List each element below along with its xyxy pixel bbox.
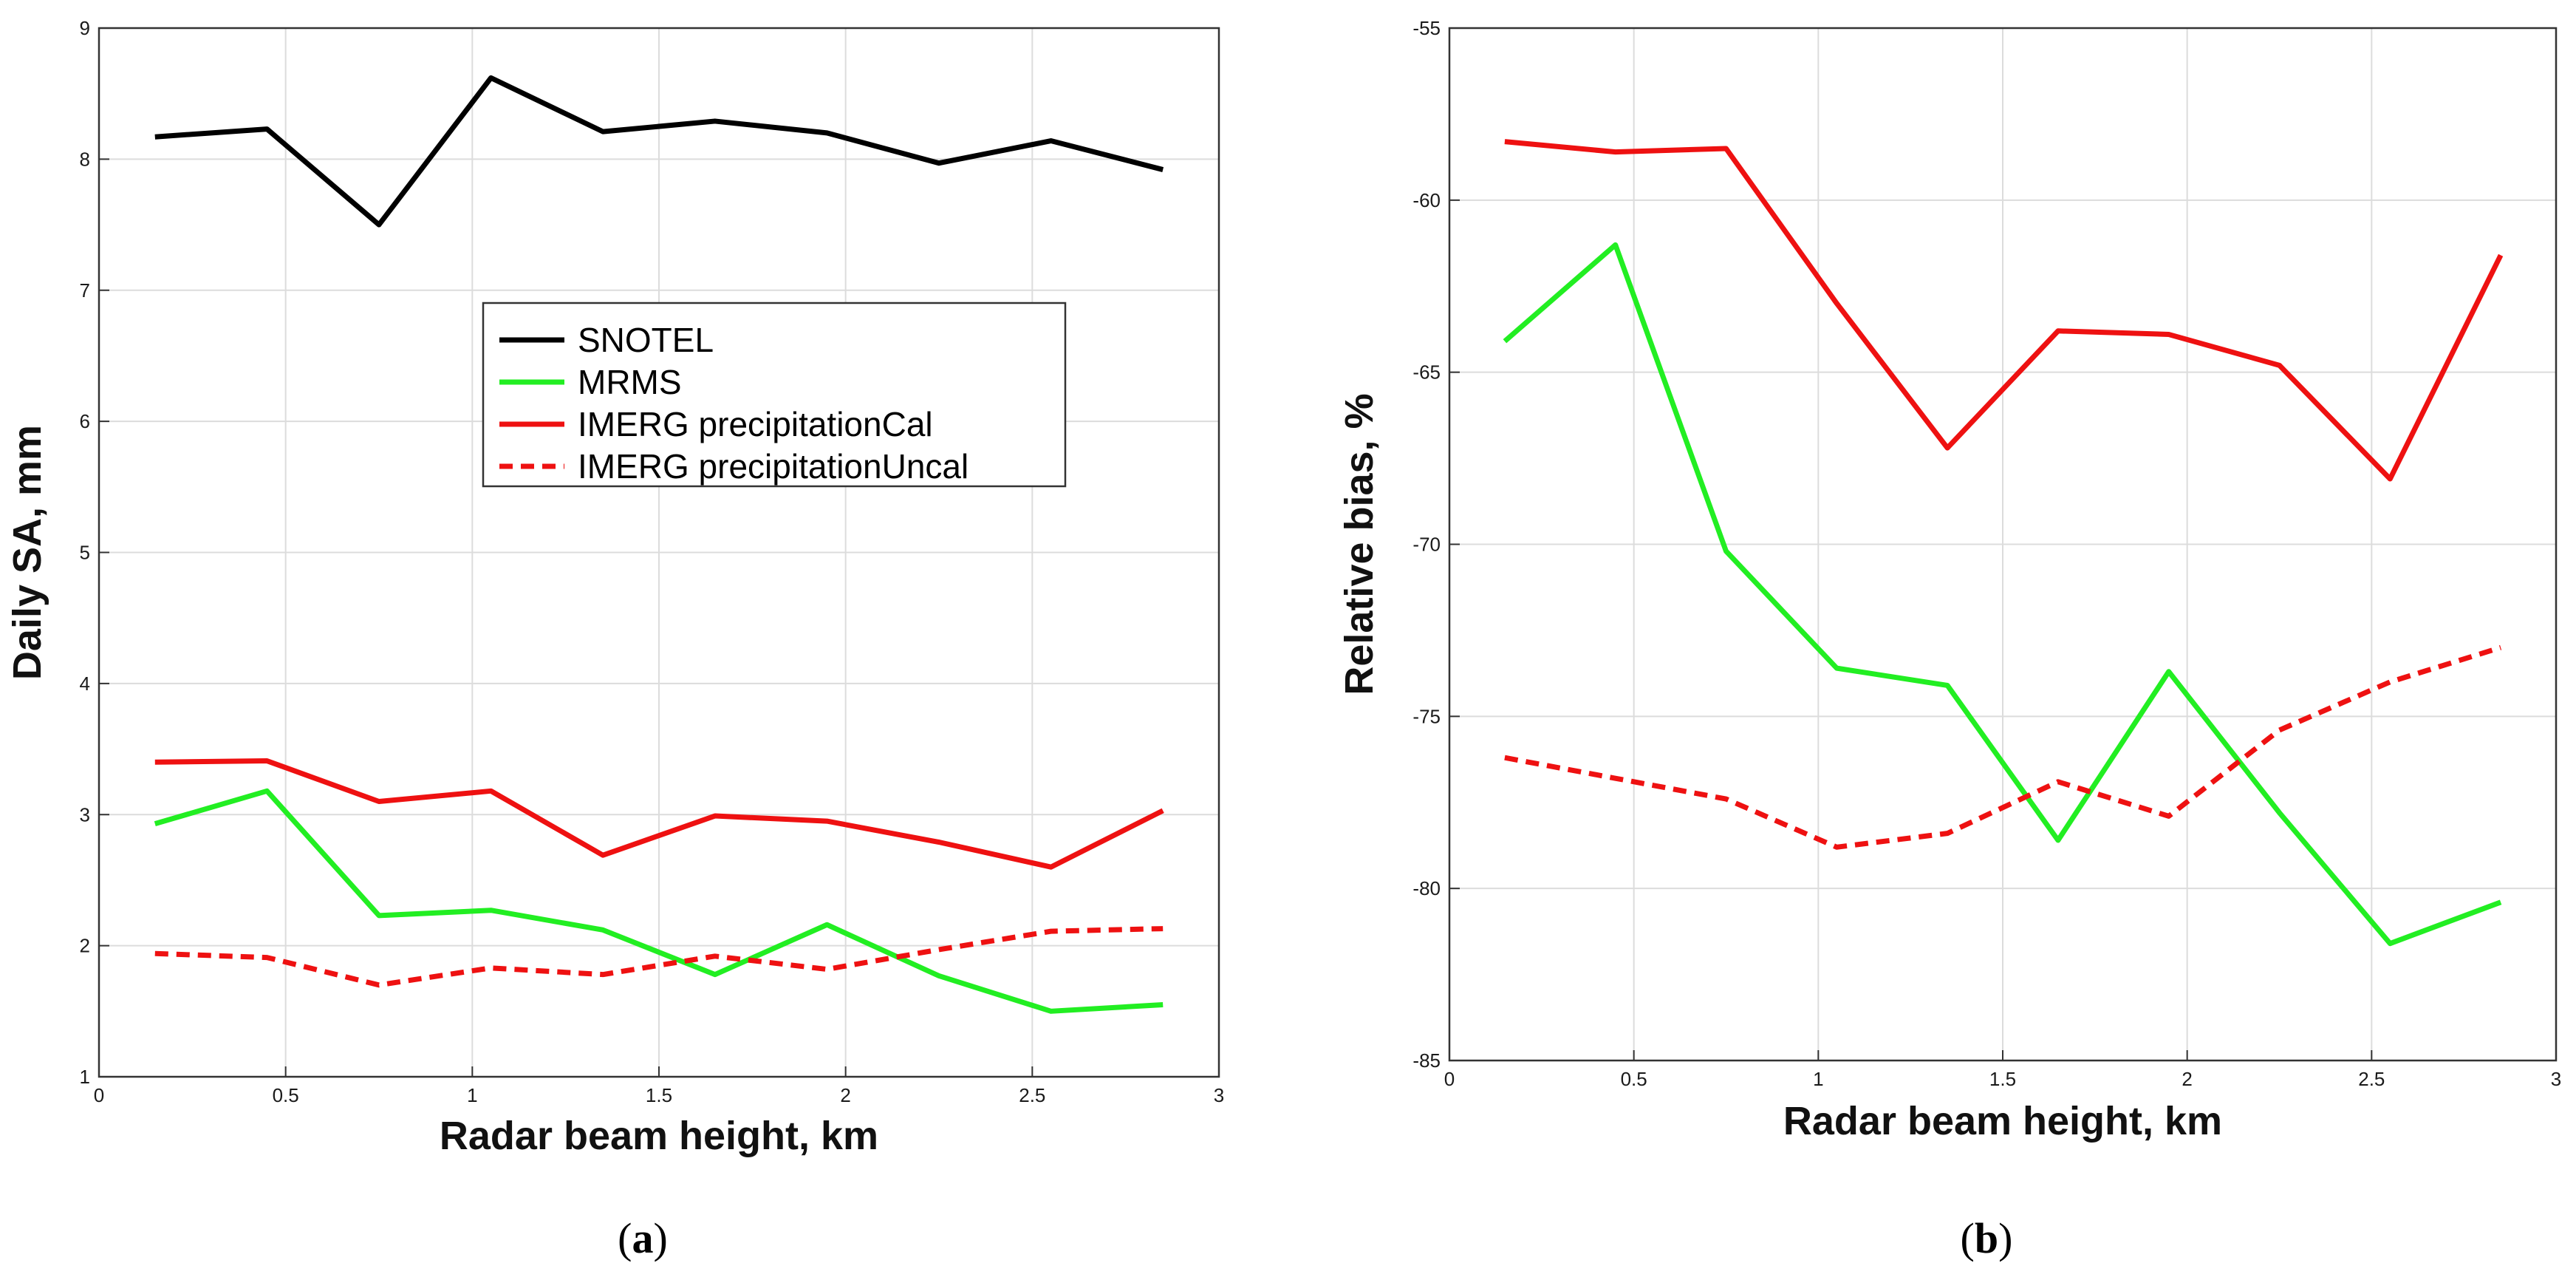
x-tick-label: 1.5 <box>1989 1068 2016 1090</box>
x-tick-label: 3 <box>1214 1084 1224 1106</box>
chart-panel-a: 0 0.5 1 1.5 2 2.5 3 1 2 3 4 5 6 7 8 9 Radar beam height,… <box>5 17 1224 1262</box>
y-tick-label: 5 <box>80 542 90 564</box>
x-tick-label: 0.5 <box>273 1084 299 1106</box>
y-tick-label: -75 <box>1412 705 1441 727</box>
series-line-mrms <box>154 788 1164 1014</box>
legend-entry: MRMS <box>578 363 682 401</box>
chart-panel-b: 0 0.5 1 1.5 2 2.5 3 -85 -80 -75 -70 -65 -60 -55 Radar … <box>1337 17 2561 1262</box>
panel-label: (a) <box>618 1214 668 1262</box>
x-tick-label: 1.5 <box>646 1084 672 1106</box>
x-tick-label: 1 <box>1813 1068 1823 1090</box>
y-tick-label: 8 <box>80 148 90 170</box>
y-axis-label: Daily SA, mm <box>5 425 49 680</box>
y-tick-label: 3 <box>80 803 90 825</box>
y-tick-label: 6 <box>80 410 90 432</box>
series-line-mrms <box>1503 242 2502 947</box>
legend-entry: SNOTEL <box>578 321 714 359</box>
panel-label: (b) <box>1961 1214 2013 1262</box>
y-tick-label: -55 <box>1412 17 1441 39</box>
x-tick-label: 2.5 <box>1019 1084 1045 1106</box>
y-tick-label: 4 <box>80 673 90 695</box>
series-line-imerg-precipitationcal <box>1504 139 2504 482</box>
y-tick-label: -80 <box>1412 877 1441 899</box>
legend-entry: IMERG precipitationCal <box>578 405 933 443</box>
y-tick-label: -60 <box>1412 189 1441 211</box>
x-tick-label: 2 <box>840 1084 850 1106</box>
y-tick-label: 1 <box>80 1066 90 1088</box>
x-tick-label: 2 <box>2182 1068 2192 1090</box>
legend: SNOTEL MRMS IMERG precipitationCal IMERG pr… <box>482 302 1067 488</box>
x-tick-label: 3 <box>2551 1068 2561 1090</box>
x-tick-label: 0 <box>1444 1068 1455 1090</box>
y-tick-label: 9 <box>80 17 90 39</box>
x-tick-label: 0.5 <box>1621 1068 1647 1090</box>
x-axis-label: Radar beam height, km <box>1783 1099 2222 1143</box>
y-tick-label: 2 <box>80 935 90 957</box>
x-tick-label: 0 <box>94 1084 104 1106</box>
x-tick-label: 1 <box>467 1084 477 1106</box>
y-tick-label: -65 <box>1412 361 1441 384</box>
x-axis-label: Radar beam height, km <box>440 1114 878 1158</box>
y-tick-label: -85 <box>1412 1049 1441 1072</box>
x-tick-label: 2.5 <box>2358 1068 2385 1090</box>
y-tick-label: -70 <box>1412 534 1441 556</box>
legend-box <box>482 302 1067 488</box>
series-line-imerg-precipitationcal <box>154 758 1164 870</box>
series-line-snotel <box>154 75 1164 228</box>
legend-entry: IMERG precipitationUncal <box>578 447 968 486</box>
y-tick-label: 7 <box>80 279 90 302</box>
series-line-imerg-precipitationuncal <box>1504 644 2502 850</box>
y-axis-label: Relative bias, % <box>1337 393 1381 695</box>
